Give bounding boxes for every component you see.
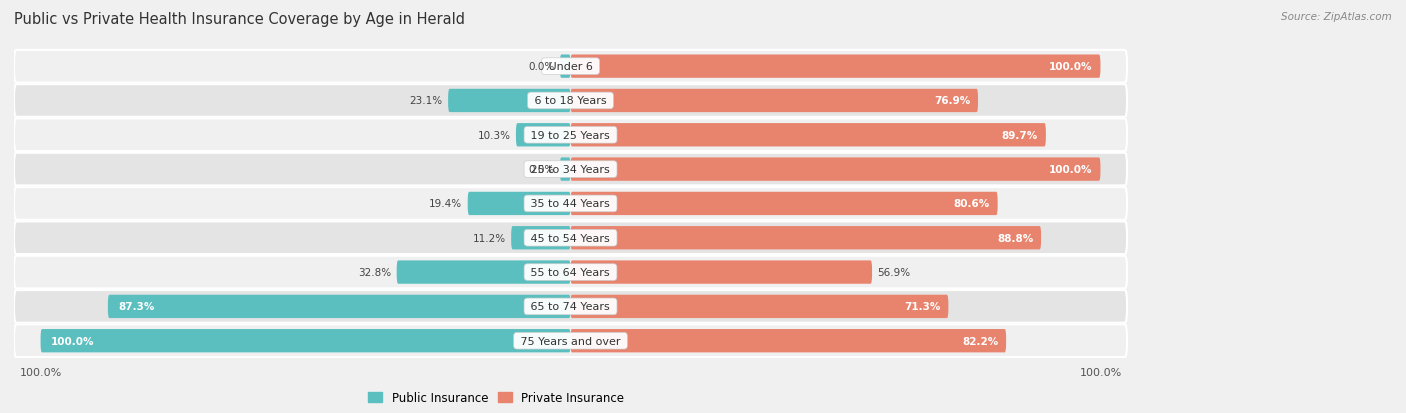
Text: 11.2%: 11.2%	[472, 233, 506, 243]
Text: 19 to 25 Years: 19 to 25 Years	[527, 131, 613, 140]
FancyBboxPatch shape	[14, 290, 1128, 323]
Text: 45 to 54 Years: 45 to 54 Years	[527, 233, 613, 243]
FancyBboxPatch shape	[14, 154, 1128, 186]
FancyBboxPatch shape	[41, 329, 571, 353]
FancyBboxPatch shape	[14, 256, 1128, 289]
FancyBboxPatch shape	[516, 124, 571, 147]
FancyBboxPatch shape	[571, 158, 1101, 181]
Text: 0.0%: 0.0%	[529, 165, 554, 175]
FancyBboxPatch shape	[571, 329, 1007, 353]
FancyBboxPatch shape	[14, 85, 1128, 117]
FancyBboxPatch shape	[396, 261, 571, 284]
FancyBboxPatch shape	[14, 222, 1128, 254]
Text: 6 to 18 Years: 6 to 18 Years	[531, 96, 610, 106]
Text: 10.3%: 10.3%	[478, 131, 510, 140]
Text: Source: ZipAtlas.com: Source: ZipAtlas.com	[1281, 12, 1392, 22]
Text: 19.4%: 19.4%	[429, 199, 463, 209]
Text: Public vs Private Health Insurance Coverage by Age in Herald: Public vs Private Health Insurance Cover…	[14, 12, 465, 27]
Text: 25 to 34 Years: 25 to 34 Years	[527, 165, 613, 175]
Text: 87.3%: 87.3%	[118, 301, 155, 312]
Text: 80.6%: 80.6%	[953, 199, 990, 209]
FancyBboxPatch shape	[571, 124, 1046, 147]
FancyBboxPatch shape	[108, 295, 571, 318]
Text: 23.1%: 23.1%	[409, 96, 443, 106]
Legend: Public Insurance, Private Insurance: Public Insurance, Private Insurance	[364, 387, 628, 409]
FancyBboxPatch shape	[571, 295, 949, 318]
FancyBboxPatch shape	[560, 55, 571, 78]
FancyBboxPatch shape	[571, 226, 1040, 250]
Text: 75 Years and over: 75 Years and over	[517, 336, 624, 346]
Text: 82.2%: 82.2%	[962, 336, 998, 346]
Text: 32.8%: 32.8%	[359, 268, 391, 278]
Text: 89.7%: 89.7%	[1001, 131, 1038, 140]
Text: 100.0%: 100.0%	[1080, 368, 1122, 377]
Text: 100.0%: 100.0%	[1049, 165, 1092, 175]
Text: 0.0%: 0.0%	[529, 62, 554, 72]
Text: 100.0%: 100.0%	[51, 336, 94, 346]
Text: 88.8%: 88.8%	[997, 233, 1033, 243]
FancyBboxPatch shape	[14, 325, 1128, 357]
Text: 65 to 74 Years: 65 to 74 Years	[527, 301, 613, 312]
FancyBboxPatch shape	[571, 192, 998, 216]
FancyBboxPatch shape	[571, 90, 979, 113]
Text: 100.0%: 100.0%	[1049, 62, 1092, 72]
FancyBboxPatch shape	[571, 261, 872, 284]
Text: 56.9%: 56.9%	[877, 268, 911, 278]
FancyBboxPatch shape	[14, 51, 1128, 83]
FancyBboxPatch shape	[14, 188, 1128, 220]
FancyBboxPatch shape	[14, 119, 1128, 152]
FancyBboxPatch shape	[449, 90, 571, 113]
Text: 55 to 64 Years: 55 to 64 Years	[527, 268, 613, 278]
FancyBboxPatch shape	[560, 158, 571, 181]
Text: Under 6: Under 6	[544, 62, 596, 72]
FancyBboxPatch shape	[468, 192, 571, 216]
Text: 35 to 44 Years: 35 to 44 Years	[527, 199, 613, 209]
Text: 71.3%: 71.3%	[904, 301, 941, 312]
FancyBboxPatch shape	[512, 226, 571, 250]
Text: 76.9%: 76.9%	[934, 96, 970, 106]
FancyBboxPatch shape	[571, 55, 1101, 78]
Text: 100.0%: 100.0%	[20, 368, 62, 377]
